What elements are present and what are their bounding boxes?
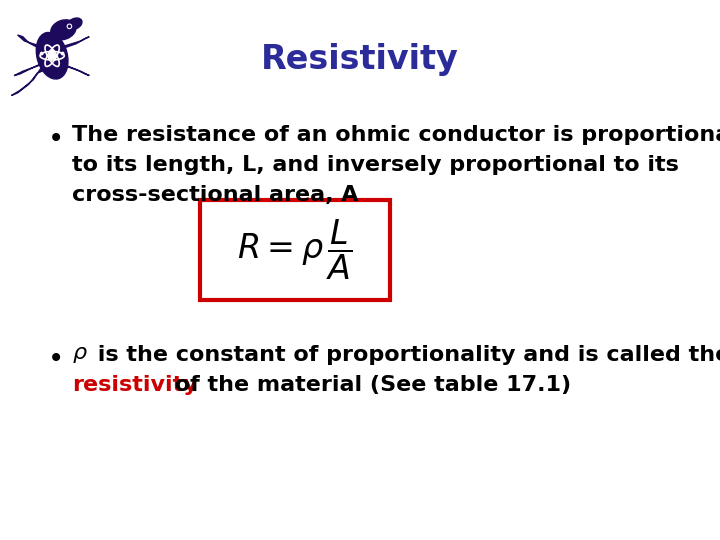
- Polygon shape: [17, 35, 43, 50]
- Text: The resistance of an ohmic conductor is proportional: The resistance of an ohmic conductor is …: [72, 125, 720, 145]
- Polygon shape: [59, 63, 89, 76]
- Text: of the material (See table 17.1): of the material (See table 17.1): [167, 375, 571, 395]
- Text: to its length, L, and inversely proportional to its: to its length, L, and inversely proporti…: [72, 155, 679, 175]
- Circle shape: [40, 52, 43, 56]
- Polygon shape: [12, 67, 46, 96]
- Circle shape: [49, 52, 55, 59]
- Text: $\rho$: $\rho$: [72, 345, 88, 365]
- Text: •: •: [48, 345, 64, 373]
- Circle shape: [60, 52, 65, 56]
- Text: cross-sectional area, A: cross-sectional area, A: [72, 185, 359, 205]
- Text: is the constant of proportionality and is called the: is the constant of proportionality and i…: [90, 345, 720, 365]
- Polygon shape: [14, 63, 43, 76]
- Circle shape: [68, 25, 71, 28]
- Bar: [200, 200, 390, 300]
- Text: •: •: [48, 125, 64, 153]
- Text: Resistivity: Resistivity: [261, 43, 459, 76]
- Ellipse shape: [50, 20, 76, 40]
- Circle shape: [50, 53, 55, 58]
- Text: $R = \rho\,\dfrac{L}{A}$: $R = \rho\,\dfrac{L}{A}$: [237, 218, 353, 282]
- Circle shape: [66, 23, 73, 30]
- Circle shape: [50, 50, 54, 53]
- Text: resistivity: resistivity: [72, 375, 198, 395]
- Ellipse shape: [36, 32, 68, 79]
- Ellipse shape: [67, 18, 82, 30]
- Polygon shape: [59, 37, 89, 50]
